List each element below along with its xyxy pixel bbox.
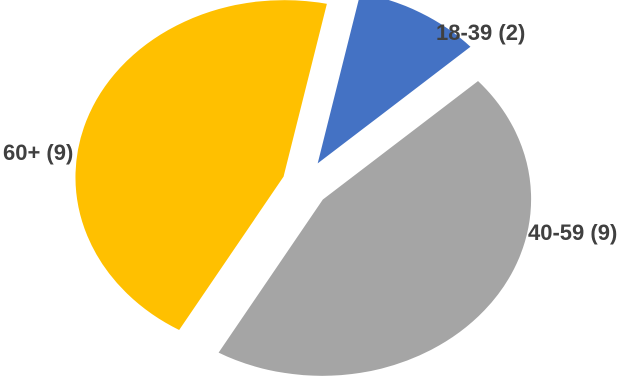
pie-slice-40-59 [215,78,534,376]
pie-slice-18-39 [314,0,474,169]
slice-label-60-plus: 60+ (9) [3,140,73,165]
slice-label-40-59: 40-59 (9) [528,220,617,245]
slice-label-18-39: 18-39 (2) [436,20,525,45]
pie-slice-60-plus [73,0,330,333]
pie-slices [73,0,534,376]
pie-labels: 18-39 (2) 40-59 (9) 60+ (9) [3,20,617,245]
